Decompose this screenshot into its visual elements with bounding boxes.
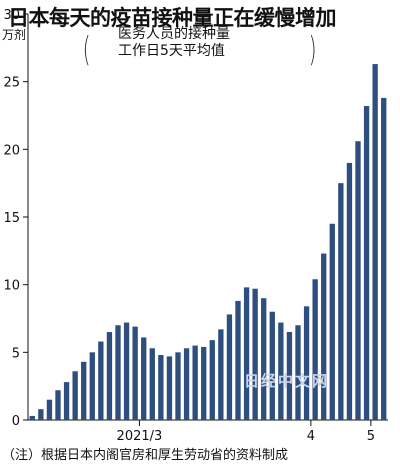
bar [243, 287, 250, 420]
bar [226, 314, 233, 420]
bar [346, 162, 353, 420]
bar [106, 332, 113, 420]
bar [235, 300, 241, 420]
subtitle-line-2: 工作日5天平均值 [118, 43, 225, 59]
source-note: （注）根据日本内阁官房和厚生劳动省的资料制成 [2, 448, 289, 463]
subtitle-line-1: 医务人员的接种量 [118, 26, 230, 42]
y-tick-label: 10 [3, 279, 20, 294]
bar [303, 306, 310, 420]
bar [269, 311, 275, 420]
bar [29, 415, 35, 420]
watermark: 日经中文网 [244, 372, 330, 390]
bar [295, 325, 301, 420]
bar [312, 279, 318, 420]
bar [381, 97, 387, 420]
right-paren: ) [308, 30, 317, 70]
y-unit-label: 万剂 [2, 28, 26, 42]
bar [321, 253, 327, 420]
left-paren: ( [82, 30, 91, 70]
bar [38, 409, 44, 420]
bar [329, 223, 335, 420]
bar [132, 326, 138, 420]
bar [115, 325, 121, 420]
y-tick-label: 5 [12, 346, 20, 361]
x-tick-label: 2021/3 [117, 429, 163, 444]
bar [81, 361, 87, 420]
y-tick-label: 15 [3, 211, 20, 226]
bar [192, 345, 198, 420]
y-unit-line: 万剂 [2, 28, 27, 42]
bar [355, 141, 361, 421]
bar [166, 356, 173, 420]
bar [98, 341, 104, 420]
bar [63, 382, 70, 420]
bar [141, 337, 147, 420]
bar [286, 332, 293, 420]
bar [201, 346, 207, 420]
bar [175, 352, 181, 420]
bar [46, 399, 53, 420]
bar [363, 106, 370, 420]
bar [209, 340, 215, 420]
bar [149, 348, 155, 420]
y-tick-label: 0 [12, 414, 20, 429]
x-tick-label: 5 [367, 429, 375, 444]
bar [158, 355, 164, 420]
chart-subtitle: 医务人员的接种量 工作日5天平均值 [118, 26, 230, 60]
y-tick-label: 25 [3, 76, 20, 91]
x-tick-label: 4 [307, 429, 315, 444]
chart-title: 日本每天的疫苗接种量正在缓慢增加 [8, 6, 337, 30]
bar [252, 288, 258, 420]
bar [183, 348, 190, 420]
bar [72, 371, 78, 420]
bar [278, 322, 284, 420]
bar [89, 352, 95, 420]
bar [123, 322, 130, 420]
y-tick-label: 20 [3, 143, 20, 158]
bar [372, 64, 378, 420]
bar [218, 329, 224, 420]
bar [261, 298, 267, 420]
bar [55, 390, 61, 420]
y-tick-label: 30 [3, 8, 20, 23]
bar [338, 183, 344, 420]
